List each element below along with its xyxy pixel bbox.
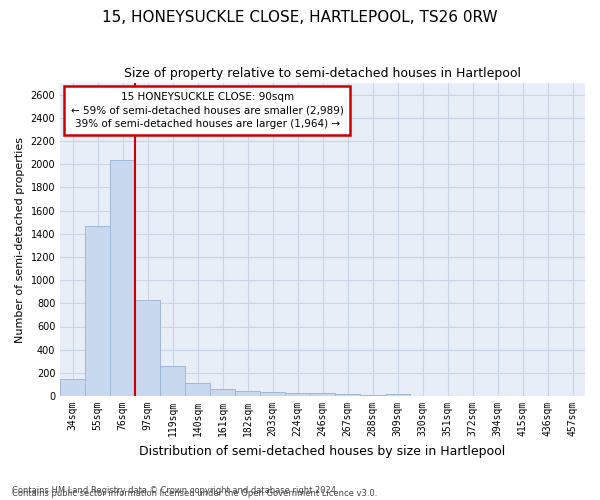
Bar xyxy=(310,393,335,396)
Bar xyxy=(160,366,185,396)
Bar xyxy=(235,391,260,396)
Y-axis label: Number of semi-detached properties: Number of semi-detached properties xyxy=(15,136,25,342)
Bar xyxy=(360,395,385,396)
Bar xyxy=(260,392,285,396)
Bar xyxy=(385,394,410,396)
Bar xyxy=(185,382,210,396)
Bar xyxy=(85,226,110,396)
Bar xyxy=(210,388,235,396)
Bar xyxy=(110,160,135,396)
Text: Contains public sector information licensed under the Open Government Licence v3: Contains public sector information licen… xyxy=(12,488,377,498)
Title: Size of property relative to semi-detached houses in Hartlepool: Size of property relative to semi-detach… xyxy=(124,68,521,80)
Bar xyxy=(60,378,85,396)
Bar xyxy=(335,394,360,396)
Bar xyxy=(285,392,310,396)
Bar xyxy=(135,300,160,396)
X-axis label: Distribution of semi-detached houses by size in Hartlepool: Distribution of semi-detached houses by … xyxy=(139,444,506,458)
Text: Contains HM Land Registry data © Crown copyright and database right 2024.: Contains HM Land Registry data © Crown c… xyxy=(12,486,338,495)
Text: 15, HONEYSUCKLE CLOSE, HARTLEPOOL, TS26 0RW: 15, HONEYSUCKLE CLOSE, HARTLEPOOL, TS26 … xyxy=(102,10,498,25)
Text: 15 HONEYSUCKLE CLOSE: 90sqm
← 59% of semi-detached houses are smaller (2,989)
39: 15 HONEYSUCKLE CLOSE: 90sqm ← 59% of sem… xyxy=(71,92,344,129)
